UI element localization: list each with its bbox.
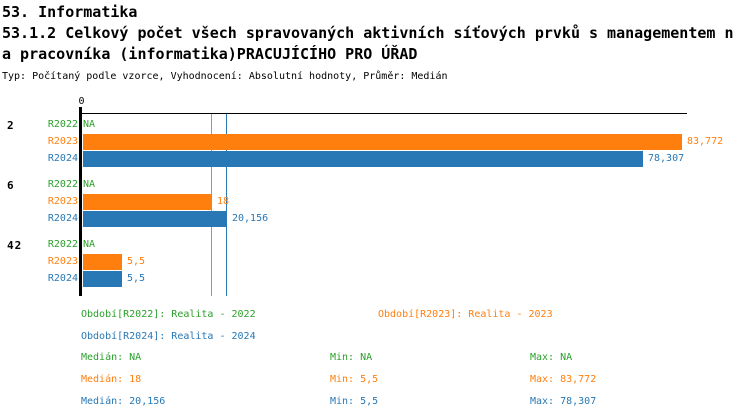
stat-max-r2024: Max: 78,307 <box>530 396 597 407</box>
value-axis-line <box>81 113 687 114</box>
series-label: R2023 <box>47 256 78 267</box>
group-count-label: 2 <box>7 119 15 132</box>
bar-value-label: 5,5 <box>127 256 146 267</box>
indicator-title-line-2: a pracovníka (informatika)PRACUJÍCÍHO PR… <box>2 45 418 63</box>
stat-min-r2024: Min: 5,5 <box>330 396 379 407</box>
stat-median-r2022: Medián: NA <box>81 352 142 363</box>
bar <box>83 253 122 270</box>
zero-baseline <box>79 107 82 296</box>
bar-row: R2024 78,307 <box>0 150 750 167</box>
bar-row: R2022 NA <box>0 176 750 193</box>
bar <box>83 270 122 287</box>
bar-row: R2022 NA <box>0 116 750 133</box>
stat-min-r2022: Min: NA <box>330 352 373 363</box>
bar <box>83 193 212 210</box>
series-label: R2022 <box>47 179 78 190</box>
bar-row: R2023 5,5 <box>0 253 750 270</box>
stat-max-r2022: Max: NA <box>530 352 573 363</box>
stat-min-r2023: Min: 5,5 <box>330 374 379 385</box>
median-line-r2024 <box>226 114 227 296</box>
legend-item-r2022: Období[R2022]: Realita - 2022 <box>81 309 256 320</box>
bar-group: 42 R2022 NA R2023 5,5 R2024 5,5 <box>0 236 750 287</box>
series-label: R2024 <box>47 273 78 284</box>
bar-value-label: 83,772 <box>687 136 724 147</box>
group-count-label: 6 <box>7 179 15 192</box>
group-count-label: 42 <box>7 239 23 252</box>
section-title: 53. Informatika <box>2 3 138 21</box>
series-label: R2024 <box>47 153 78 164</box>
bar-row: R2023 83,772 <box>0 133 750 150</box>
series-label: R2023 <box>47 196 78 207</box>
bar <box>83 210 227 227</box>
bar-value-label: NA <box>83 119 96 130</box>
indicator-title-line-1: 53.1.2 Celkový počet všech spravovaných … <box>2 24 734 42</box>
series-label: R2023 <box>47 136 78 147</box>
bar <box>83 150 643 167</box>
bar-row: R2024 20,156 <box>0 210 750 227</box>
bar-group: 2 R2022 NA R2023 83,772 R2024 78,307 <box>0 116 750 167</box>
series-label: R2022 <box>47 239 78 250</box>
series-label: R2024 <box>47 213 78 224</box>
legend-item-r2023: Období[R2023]: Realita - 2023 <box>378 309 553 320</box>
bar-value-label: NA <box>83 179 96 190</box>
stat-median-r2024: Medián: 20,156 <box>81 396 166 407</box>
stat-max-r2023: Max: 83,772 <box>530 374 597 385</box>
bar-group: 6 R2022 NA R2023 18 R2024 20,156 <box>0 176 750 227</box>
bar-value-label: 78,307 <box>648 153 685 164</box>
bar-value-label: NA <box>83 239 96 250</box>
stat-median-r2023: Medián: 18 <box>81 374 142 385</box>
legend-item-r2024: Období[R2024]: Realita - 2024 <box>81 331 256 342</box>
bar-value-label: 18 <box>217 196 230 207</box>
bar-row: R2024 5,5 <box>0 270 750 287</box>
indicator-subtitle: Typ: Počítaný podle vzorce, Vyhodnocení:… <box>2 71 448 82</box>
bar-groups: 2 R2022 NA R2023 83,772 R2024 78,307 6 R2022 NA R2… <box>0 116 750 296</box>
axis-zero-tick-label: 0 <box>78 96 85 107</box>
bar-row: R2023 18 <box>0 193 750 210</box>
report-header: 53. Informatika 53.1.2 Celkový počet vše… <box>2 2 750 83</box>
bar-value-label: 20,156 <box>232 213 269 224</box>
horizontal-bar-chart: 0 2 R2022 NA R2023 83,772 R2024 78,307 6 R2022 NA… <box>0 95 750 307</box>
bar <box>83 133 682 150</box>
series-label: R2022 <box>47 119 78 130</box>
bar-value-label: 5,5 <box>127 273 146 284</box>
bar-row: R2022 NA <box>0 236 750 253</box>
